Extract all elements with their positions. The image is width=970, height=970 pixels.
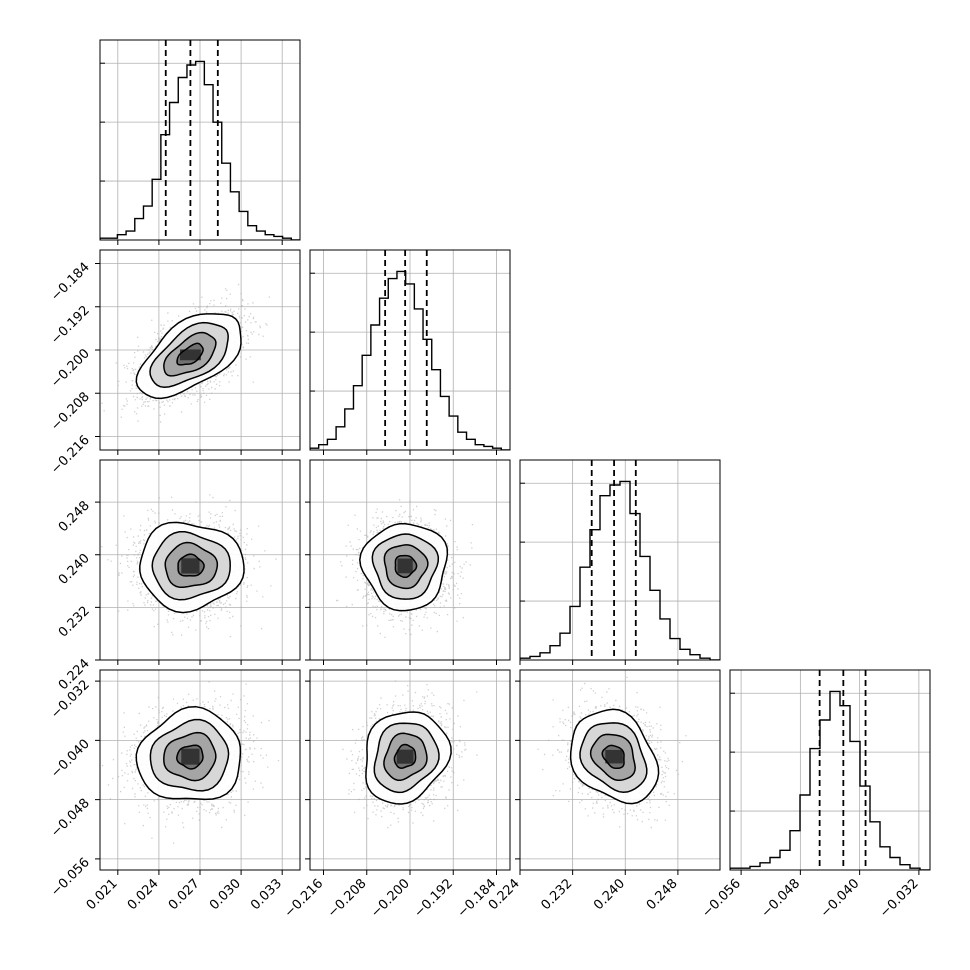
panel-1-1 xyxy=(309,249,511,455)
contour-line xyxy=(177,553,205,577)
y-tick-label: −0.192 xyxy=(48,303,93,348)
panel-frame xyxy=(309,249,511,451)
panel-frame xyxy=(309,459,511,661)
y-tick-label: −0.208 xyxy=(48,389,93,434)
x-tick-label: −0.208 xyxy=(325,876,370,921)
contour-line xyxy=(373,722,440,794)
x-tick-label: 0.240 xyxy=(591,876,628,913)
contour-line xyxy=(149,321,229,389)
x-tick-label: −0.216 xyxy=(282,876,327,921)
y-tick-label: 0.240 xyxy=(56,551,93,588)
histogram-step xyxy=(520,480,720,660)
x-tick-label: −0.192 xyxy=(411,876,456,921)
x-tick-label: 0.021 xyxy=(84,876,121,913)
x-tick-label: 0.232 xyxy=(539,876,576,913)
histogram-step xyxy=(730,690,930,870)
panel-3-1 xyxy=(305,669,511,875)
contour-line xyxy=(579,722,648,794)
y-tick-label: −0.184 xyxy=(48,260,93,305)
panel-2-1 xyxy=(305,459,511,665)
panel-frame xyxy=(99,669,301,871)
contour-line xyxy=(163,731,217,782)
contour-line xyxy=(163,331,217,377)
contour-line xyxy=(176,342,204,366)
panel-frame xyxy=(99,39,301,241)
contour-line xyxy=(365,711,452,805)
panel-2-0 xyxy=(95,459,301,665)
y-tick-label: −0.200 xyxy=(48,346,93,391)
panel-frame xyxy=(99,459,301,661)
contour-line xyxy=(589,733,636,782)
density-peak xyxy=(180,349,201,361)
y-tick-label: 0.248 xyxy=(56,498,93,535)
panel-0-0 xyxy=(99,39,301,245)
y-tick-label: −0.040 xyxy=(48,737,93,782)
contour-line xyxy=(394,554,418,579)
contour-line xyxy=(151,531,231,601)
panel-frame xyxy=(309,669,511,871)
contour-line xyxy=(601,744,625,770)
contour-line xyxy=(393,743,417,769)
contour-line xyxy=(135,313,242,400)
x-tick-label: 0.027 xyxy=(166,876,203,913)
x-tick-label: −0.056 xyxy=(699,876,744,921)
contour-line xyxy=(176,744,204,770)
contour-line xyxy=(371,533,440,600)
y-tick-label: −0.048 xyxy=(48,796,93,841)
density-peak xyxy=(605,749,623,764)
histogram-step xyxy=(100,60,300,240)
panel-3-2 xyxy=(515,669,721,875)
x-tick-label: −0.200 xyxy=(368,876,413,921)
x-tick-label: −0.048 xyxy=(759,876,804,921)
contour-line xyxy=(569,708,660,805)
density-peak xyxy=(397,558,413,574)
x-tick-label: −0.040 xyxy=(818,876,863,921)
contour-line xyxy=(149,718,230,792)
panel-frame xyxy=(729,669,931,871)
y-tick-label: 0.232 xyxy=(56,604,93,641)
contour-line xyxy=(139,521,245,614)
contour-line xyxy=(383,544,429,590)
panel-3-0 xyxy=(95,669,301,875)
panel-1-0 xyxy=(95,249,301,455)
panel-2-2 xyxy=(519,459,721,665)
x-tick-label: 0.248 xyxy=(644,876,681,913)
contour-line xyxy=(383,732,428,782)
contour-line xyxy=(164,541,219,589)
y-tick-label: −0.056 xyxy=(48,855,93,900)
contour-line xyxy=(359,522,449,612)
x-tick-label: 0.024 xyxy=(125,876,162,913)
density-peak xyxy=(181,748,200,765)
panel-frame xyxy=(99,249,301,451)
x-tick-label: −0.032 xyxy=(877,876,922,921)
density-peak xyxy=(396,749,414,764)
panel-frame xyxy=(519,669,721,871)
contour-line xyxy=(135,705,242,801)
panel-3-3 xyxy=(729,669,931,875)
x-tick-label: 0.033 xyxy=(248,876,285,913)
panel-frame xyxy=(519,459,721,661)
x-tick-label: 0.030 xyxy=(207,876,244,913)
y-tick-label: −0.216 xyxy=(48,433,93,478)
density-peak xyxy=(181,558,200,574)
